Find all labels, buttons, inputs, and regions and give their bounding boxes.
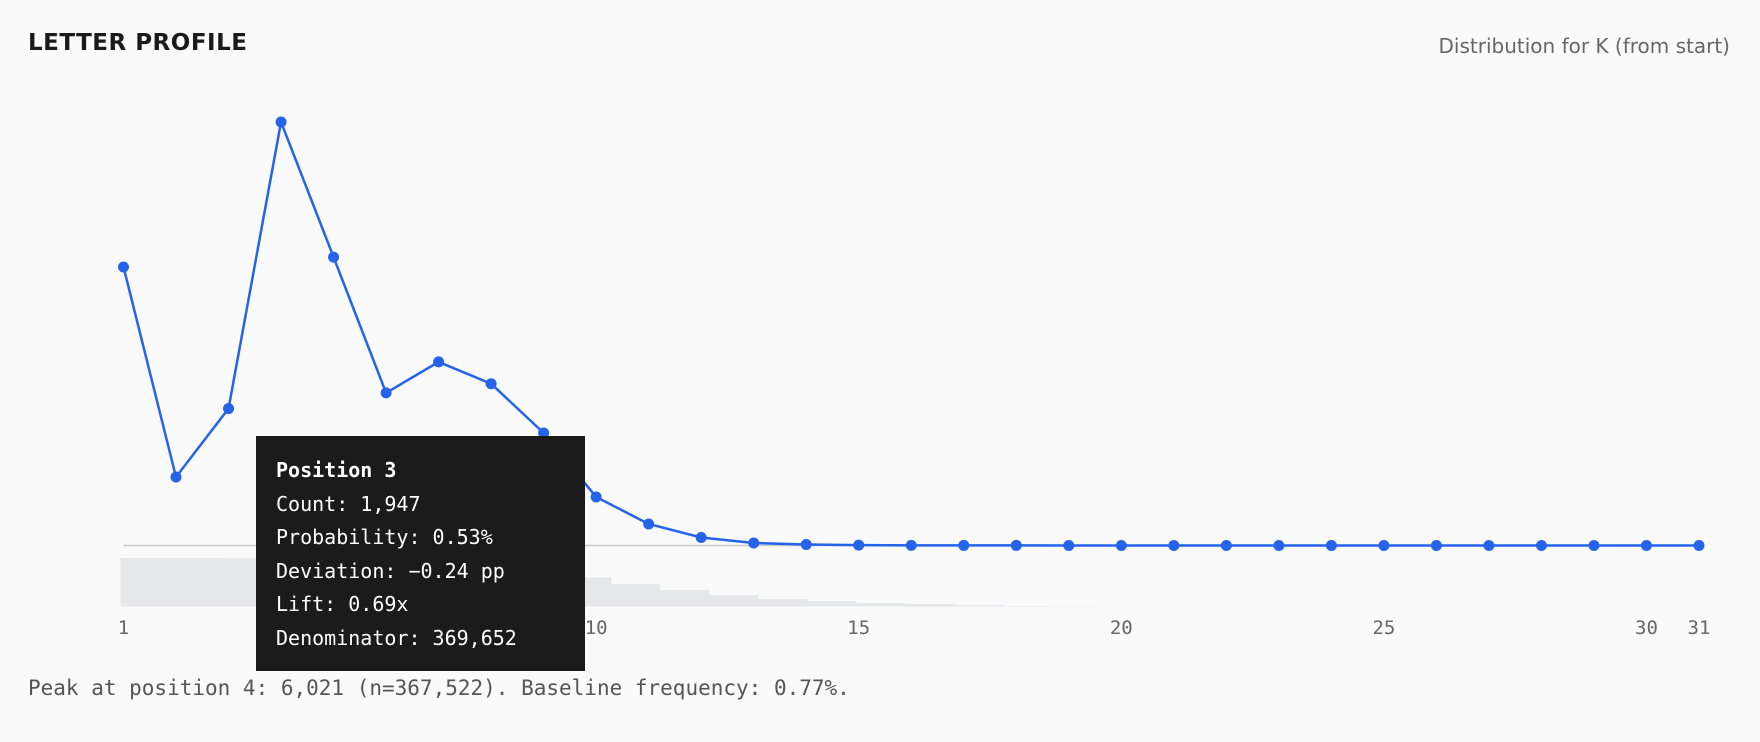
data-point[interactable] [1273,540,1285,551]
tooltip-lift: Lift: 0.69x [276,592,409,616]
tooltip-title: Position 3 [276,458,397,482]
data-point[interactable] [643,518,655,530]
data-point[interactable] [1115,540,1127,551]
data-point[interactable] [1063,540,1075,551]
data-point[interactable] [1693,540,1705,551]
data-point[interactable] [748,537,760,549]
data-point[interactable] [1588,540,1600,551]
data-point[interactable] [1430,540,1442,551]
data-point[interactable] [1535,540,1547,551]
x-tick-label: 31 [1688,617,1711,639]
data-point[interactable] [275,116,287,128]
data-point[interactable] [1640,540,1652,551]
data-point[interactable] [905,539,917,551]
x-axis-ticks: 1 10 15 20 25 30 31 [118,617,1711,639]
denominator-bar [659,589,710,607]
tooltip-count: Count: 1,947 [276,491,421,516]
denominator-bar [904,604,955,607]
x-tick-label: 1 [118,617,129,639]
denominator-bar [953,605,1004,607]
data-point[interactable] [380,387,392,399]
chart-title: LETTER PROFILE [28,30,248,56]
tooltip: Position 3 Count: 1,947 Probability: 0.5… [256,436,585,671]
denominator-bar [806,600,857,607]
denominator-bar [757,599,808,607]
data-point[interactable] [118,261,129,273]
tooltip-probability: Probability: 0.53% [276,525,493,549]
data-point[interactable] [1483,540,1495,551]
data-point[interactable] [1220,540,1232,551]
tooltip-denominator: Denominator: 369,652 [276,625,517,650]
tooltip-deviation: Deviation: −0.24 pp [276,558,505,583]
chart-subtitle: Distribution for K (from start) [1438,34,1730,58]
denominator-bar [120,558,171,607]
denominator-bar [855,602,906,607]
data-point[interactable] [328,251,340,263]
data-point[interactable] [590,491,602,503]
data-point[interactable] [853,539,865,551]
data-point[interactable] [538,427,550,439]
summary-text: Peak at position 4: 6,021 (n=367,522). B… [28,676,850,700]
data-points [118,116,1705,551]
data-point[interactable] [1325,540,1337,551]
denominator-bar [610,583,661,607]
data-point[interactable] [223,403,235,415]
x-tick-label: 30 [1635,617,1658,639]
data-point[interactable] [1010,539,1022,551]
data-point[interactable] [433,356,445,368]
x-tick-label: 20 [1110,617,1133,639]
denominator-bar [169,558,220,607]
x-tick-label: 15 [847,617,870,639]
data-point[interactable] [695,531,707,543]
x-tick-label: 10 [585,617,608,639]
data-point[interactable] [1168,540,1180,551]
denominator-bar [708,594,759,607]
data-point[interactable] [485,378,497,390]
x-tick-label: 25 [1372,617,1395,639]
data-point[interactable] [958,539,970,551]
data-point[interactable] [170,471,182,483]
data-point[interactable] [800,539,812,551]
data-point[interactable] [1378,540,1390,551]
